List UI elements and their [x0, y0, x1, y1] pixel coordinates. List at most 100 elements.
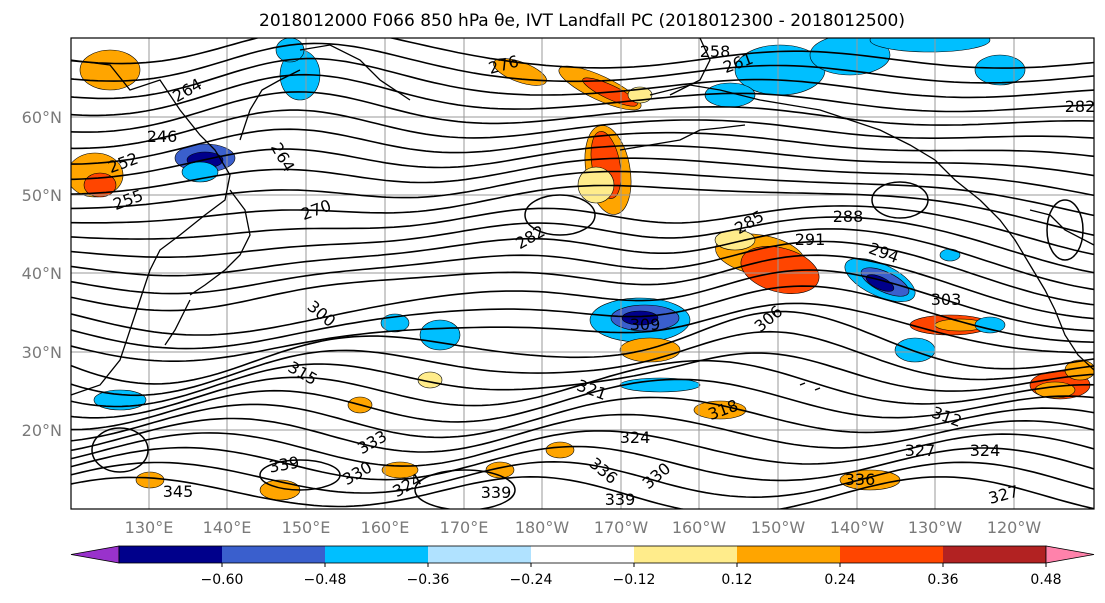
theta-e-contour — [71, 378, 1094, 431]
lat-tick-label: 20°N — [22, 421, 62, 440]
lon-tick-label: 170°W — [594, 518, 649, 537]
lon-tick-label: 150°W — [751, 518, 806, 537]
contour-label: 339 — [481, 483, 512, 502]
theta-e-closed-contour — [91, 427, 149, 473]
pc-shading-patch — [974, 54, 1026, 86]
colorbar-tick-label: 0.36 — [927, 572, 958, 588]
colorbar-segment — [737, 546, 841, 563]
contour-label: 324 — [970, 441, 1001, 460]
lon-tick-label: 140°E — [203, 518, 252, 537]
theta-e-contour — [71, 285, 1094, 350]
pc-shading-patch — [869, 38, 991, 53]
colorbar-tick-label: −0.24 — [510, 572, 553, 588]
coastline — [164, 299, 191, 346]
theta-e-closed-contour — [1046, 199, 1084, 261]
colorbar-segment — [428, 546, 532, 563]
lon-tick-label: 130°E — [125, 518, 174, 537]
contour-label: 324 — [620, 428, 651, 447]
colorbar-segment — [222, 546, 326, 563]
theta-e-contour — [71, 430, 1094, 467]
pc-shading-patch — [974, 316, 1006, 334]
theta-e-closed-contour — [414, 469, 516, 509]
theta-e-contour — [71, 38, 1094, 69]
theta-e-contour — [71, 396, 1094, 442]
pc-shading-patch — [79, 49, 141, 91]
theta-e-contour — [71, 57, 1094, 100]
pc-shading-patch — [809, 38, 891, 76]
coastline — [979, 199, 1094, 371]
contour-label: 345 — [163, 482, 194, 501]
lon-tick-label: 160°W — [672, 518, 727, 537]
colorbar-extend-high — [1045, 545, 1095, 564]
theta-e-contour — [71, 157, 1094, 197]
theta-e-contour — [71, 269, 1094, 336]
pc-shading-patch — [894, 337, 936, 363]
lon-tick-label: 140°W — [830, 518, 885, 537]
colorbar-segment — [840, 546, 944, 563]
coastline — [649, 84, 981, 201]
coastline — [239, 69, 301, 141]
coastline — [619, 124, 746, 151]
pc-shading-patch — [704, 82, 756, 108]
colorbar-tick-label: −0.12 — [613, 572, 656, 588]
contour-label: 327 — [905, 441, 936, 460]
theta-e-contour — [71, 184, 1094, 237]
gridlines — [71, 38, 1094, 509]
theta-e-contour — [71, 475, 1094, 509]
theta-e-closed-contour — [871, 181, 929, 219]
contour-label: 246 — [147, 127, 178, 146]
coastline — [669, 38, 711, 96]
theta-e-contour — [71, 460, 1094, 499]
longitude-labels: 130°E 140°E 150°E 160°E 170°E 180°W 170°W 160°W… — [125, 518, 1042, 537]
theta-e-contour — [71, 359, 1094, 419]
colorbar-tick-label: −0.48 — [304, 572, 347, 588]
lat-tick-label: 40°N — [22, 264, 62, 283]
theta-e-contour — [71, 302, 1094, 362]
colorbar-extend-low — [70, 545, 120, 564]
lon-tick-label: 180°W — [515, 518, 570, 537]
coastline — [814, 387, 821, 391]
contour-label: 291 — [795, 230, 826, 249]
theta-e-closed-contour — [259, 459, 341, 491]
lat-tick-label: 50°N — [22, 186, 62, 205]
coastline — [1029, 209, 1094, 246]
theta-e-contour — [71, 170, 1094, 217]
contour-label: 303 — [931, 290, 962, 309]
coastline — [799, 382, 806, 386]
theta-e-closed-contour — [524, 194, 596, 236]
colorbar-segment — [634, 546, 738, 563]
theta-e-contour — [71, 73, 1094, 117]
theta-e-contour — [71, 109, 1094, 150]
pc-shading-patch — [135, 471, 165, 489]
theta-e-contour — [71, 205, 1094, 256]
colorbar-tick-label: 0.24 — [824, 572, 855, 588]
lat-tick-label: 30°N — [22, 343, 62, 362]
pc-shading-patch — [693, 400, 747, 420]
theta-e-contour — [71, 445, 1094, 482]
theta-e-contour — [71, 240, 1094, 306]
theta-e-contour — [71, 413, 1094, 453]
coastline — [71, 59, 231, 396]
coastline — [189, 189, 251, 296]
pc-shading-patch — [740, 246, 820, 294]
map-frame — [70, 37, 1095, 510]
colorbar-segment — [531, 546, 635, 563]
theta-e-contours — [71, 38, 1094, 509]
contour-label: 288 — [833, 207, 864, 226]
lon-tick-label: 150°E — [282, 518, 331, 537]
colorbar-segment — [325, 546, 429, 563]
lat-tick-label: 60°N — [22, 108, 62, 127]
contour-label: 336 — [845, 470, 876, 489]
latitude-labels: 60°N 50°N 40°N 30°N 20°N — [22, 108, 62, 440]
colorbar-tick-label: 0.12 — [721, 572, 752, 588]
colorbar-segment — [119, 546, 223, 563]
coastlines — [71, 38, 1094, 396]
colorbar-tick-label: −0.36 — [407, 572, 450, 588]
pc-shading-patch — [545, 441, 575, 459]
contour-label: 258 — [700, 42, 731, 61]
contour-label: 309 — [630, 315, 661, 334]
contour-label: 339 — [605, 490, 636, 509]
theta-e-contour — [71, 310, 1094, 385]
colorbar-segment — [943, 546, 1047, 563]
